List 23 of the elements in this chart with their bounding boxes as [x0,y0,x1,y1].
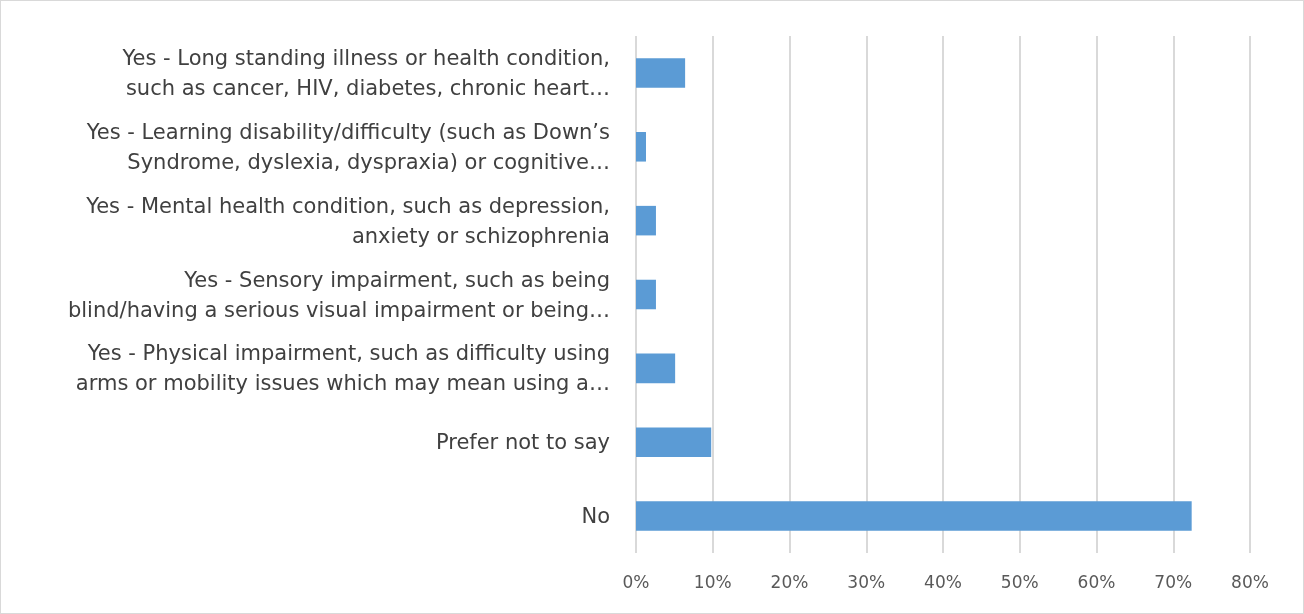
bar [636,353,676,384]
x-tick-label: 60% [1077,571,1116,592]
x-tick-label: 20% [770,571,809,592]
bar [636,279,656,310]
bar [636,501,1192,531]
x-tick-label: 50% [1000,571,1039,592]
x-tick-label: 0% [622,571,650,592]
y-tick-label: Yes - Learning disability/difficulty (such as Down’s Syndrome, dyslexia, dyspraxia) or cognitive… [85,119,610,174]
bar [636,58,686,88]
x-tick-label: 70% [1154,571,1193,592]
y-tick-label: Yes - Physical impairment, such as difficulty using arms or mobility issues which may mean using a… [75,341,610,396]
x-tick-label: 80% [1231,571,1269,592]
x-tick-label: 10% [693,571,732,592]
x-tick-label: 40% [924,571,962,592]
x-tick-label: 30% [847,571,886,592]
bar [636,205,656,236]
y-tick-label: Yes - Long standing illness or health condition, such as cancer, HIV, diabetes, chronic heart… [121,45,610,100]
y-tick-label: Yes - Sensory impairment, such as being blind/having a serious visual impairment or being… [67,267,610,322]
y-tick-label: No [581,504,610,529]
bar [636,427,712,457]
y-tick-label: Prefer not to say [435,430,610,455]
y-tick-label: Yes - Mental health condition, such as depression, anxiety or schizophrenia [85,193,610,248]
bar [636,132,646,162]
